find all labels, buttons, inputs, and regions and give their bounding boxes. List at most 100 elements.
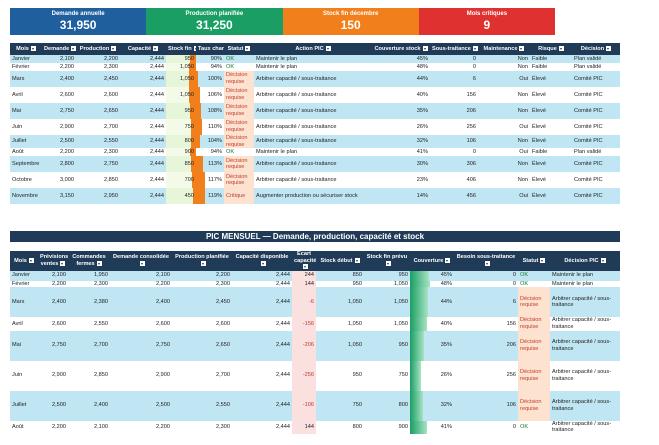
filter-dropdown-icon[interactable]	[96, 260, 102, 266]
table-cell[interactable]: Faible	[530, 148, 572, 157]
table-cell[interactable]: 35%	[372, 103, 430, 119]
table-cell[interactable]: 6	[430, 71, 478, 87]
table-cell[interactable]: 2,900	[110, 360, 172, 391]
table-cell[interactable]: 800	[364, 390, 410, 421]
table-cell[interactable]: 750	[166, 119, 196, 135]
table-cell[interactable]: 800	[166, 135, 196, 149]
table-cell[interactable]: 2,850	[68, 360, 110, 391]
table-row[interactable]: Octobre 3,000 2,850 2,444 700 117% Décision re…	[10, 172, 620, 189]
table-cell[interactable]: 2,444	[120, 135, 166, 149]
table-cell[interactable]: 144	[292, 420, 316, 434]
table-cell[interactable]: 2,550	[68, 317, 110, 331]
table-cell[interactable]: 2,200	[38, 280, 68, 288]
table-cell[interactable]: 900	[364, 420, 410, 434]
table-cell[interactable]: 2,444	[232, 420, 292, 434]
filter-dropdown-icon[interactable]	[60, 260, 66, 266]
filter-dropdown-icon[interactable]	[484, 260, 490, 266]
column-header[interactable]: Action PIC	[254, 43, 372, 55]
filter-dropdown-icon[interactable]	[111, 45, 117, 51]
table-cell[interactable]: 2,380	[68, 287, 110, 318]
filter-dropdown-icon[interactable]	[558, 45, 564, 51]
table-cell[interactable]: 32%	[372, 135, 430, 149]
table-cell[interactable]: Élevé	[530, 119, 572, 135]
table-row[interactable]: Août 2,200 2,100 2,200 2,300 2,444 144 800 900 41…	[10, 420, 620, 434]
column-header[interactable]: Mois	[10, 251, 38, 271]
table-cell[interactable]: 104%	[196, 135, 224, 149]
column-header[interactable]: Production	[76, 43, 120, 55]
table-cell[interactable]: 800	[316, 420, 364, 434]
table-cell[interactable]: 90%	[196, 55, 224, 63]
table-cell[interactable]: 2,444	[232, 270, 292, 281]
table-cell[interactable]: 2,400	[38, 287, 68, 318]
table-cell[interactable]: Février	[10, 63, 42, 71]
filter-dropdown-icon[interactable]	[71, 45, 76, 51]
table-cell[interactable]: 2,200	[38, 420, 68, 434]
table-cell[interactable]: 950	[364, 270, 410, 281]
filter-dropdown-icon[interactable]	[30, 45, 36, 51]
table-cell[interactable]: -106	[292, 390, 316, 421]
table-cell[interactable]: 1,050	[364, 317, 410, 331]
table-cell[interactable]: Décision requise	[224, 172, 254, 189]
table-cell[interactable]: Décision requise	[224, 135, 254, 149]
filter-dropdown-icon[interactable]	[193, 45, 196, 51]
table-cell[interactable]: 1,050	[166, 71, 196, 87]
column-header[interactable]: Taux charge	[196, 43, 224, 55]
table-cell[interactable]: 2,700	[68, 330, 110, 361]
table-cell[interactable]: 750	[316, 390, 364, 421]
table-cell[interactable]: 2,200	[42, 148, 76, 157]
table-cell[interactable]: Octobre	[10, 172, 42, 189]
table-cell[interactable]: 113%	[196, 156, 224, 173]
table-cell[interactable]: Décision requise	[224, 87, 254, 103]
table-cell[interactable]: 2,444	[120, 71, 166, 87]
table-cell[interactable]: Janvier	[10, 270, 38, 281]
filter-dropdown-icon[interactable]	[325, 45, 331, 51]
column-header[interactable]: Couverture stock	[372, 43, 430, 55]
table-cell[interactable]: 2,444	[120, 63, 166, 71]
table-cell[interactable]: Oui	[478, 148, 530, 157]
table-cell[interactable]: 950	[166, 103, 196, 119]
table-cell[interactable]: Faible	[530, 55, 572, 63]
table-cell[interactable]: 2,444	[232, 360, 292, 391]
table-cell[interactable]: 2,600	[110, 317, 172, 331]
table-cell[interactable]: 2,444	[120, 172, 166, 189]
table-cell[interactable]: Décision requise	[224, 71, 254, 87]
column-header[interactable]: Couverture	[410, 251, 454, 271]
table-cell[interactable]: 2,850	[76, 172, 120, 189]
table-cell[interactable]: Non	[478, 55, 530, 63]
table-cell[interactable]: Juin	[10, 360, 38, 391]
table-cell[interactable]: 1,050	[316, 287, 364, 318]
table-cell[interactable]: Septembre	[10, 156, 42, 173]
table-cell[interactable]: 2,300	[68, 280, 110, 288]
column-header[interactable]: Sous-traitance	[430, 43, 478, 55]
table-row[interactable]: Janvier 2,100 2,200 2,444 950 90% OK Maintenir …	[10, 55, 620, 63]
column-header[interactable]: Risque	[530, 43, 572, 55]
table-cell[interactable]: Élevé	[530, 71, 572, 87]
table-cell[interactable]: 2,600	[172, 317, 232, 331]
table-cell[interactable]: Mars	[10, 71, 42, 87]
table-cell[interactable]: 40%	[372, 87, 430, 103]
table-row[interactable]: Février 2,200 2,300 2,200 2,300 2,444 144 950 1,…	[10, 280, 620, 288]
column-header[interactable]: Capacité	[120, 43, 166, 55]
table-cell[interactable]: -256	[292, 360, 316, 391]
table-cell[interactable]: Oui	[478, 188, 530, 205]
filter-dropdown-icon[interactable]	[600, 257, 606, 263]
table-cell[interactable]: 2,750	[76, 156, 120, 173]
table-cell[interactable]: Non	[478, 87, 530, 103]
table-cell[interactable]: Comité PIC	[572, 188, 620, 205]
table-cell[interactable]: Maintenir le plan	[254, 148, 372, 157]
table-row[interactable]: Janvier 2,100 1,950 2,100 2,200 2,444 244 850 95…	[10, 270, 620, 281]
table-cell[interactable]: Comité PIC	[572, 103, 620, 119]
table-cell[interactable]: 2,444	[120, 156, 166, 173]
table-cell[interactable]: 2,900	[38, 360, 68, 391]
table-cell[interactable]: 2,700	[76, 119, 120, 135]
table-cell[interactable]: Décision requise	[518, 287, 550, 318]
table-cell[interactable]: Élevé	[530, 103, 572, 119]
table-cell[interactable]: Arbitrer capacité / sous-traitance	[254, 87, 372, 103]
table-cell[interactable]: 6	[454, 287, 518, 318]
table-row[interactable]: Mars 2,400 2,450 2,444 1,050 100% Décision req…	[10, 71, 620, 87]
table-cell[interactable]: OK	[518, 420, 550, 434]
table-cell[interactable]: 32%	[410, 390, 454, 421]
table-cell[interactable]: OK	[518, 270, 550, 281]
table-cell[interactable]: 2,450	[76, 71, 120, 87]
table-cell[interactable]: 2,100	[68, 420, 110, 434]
